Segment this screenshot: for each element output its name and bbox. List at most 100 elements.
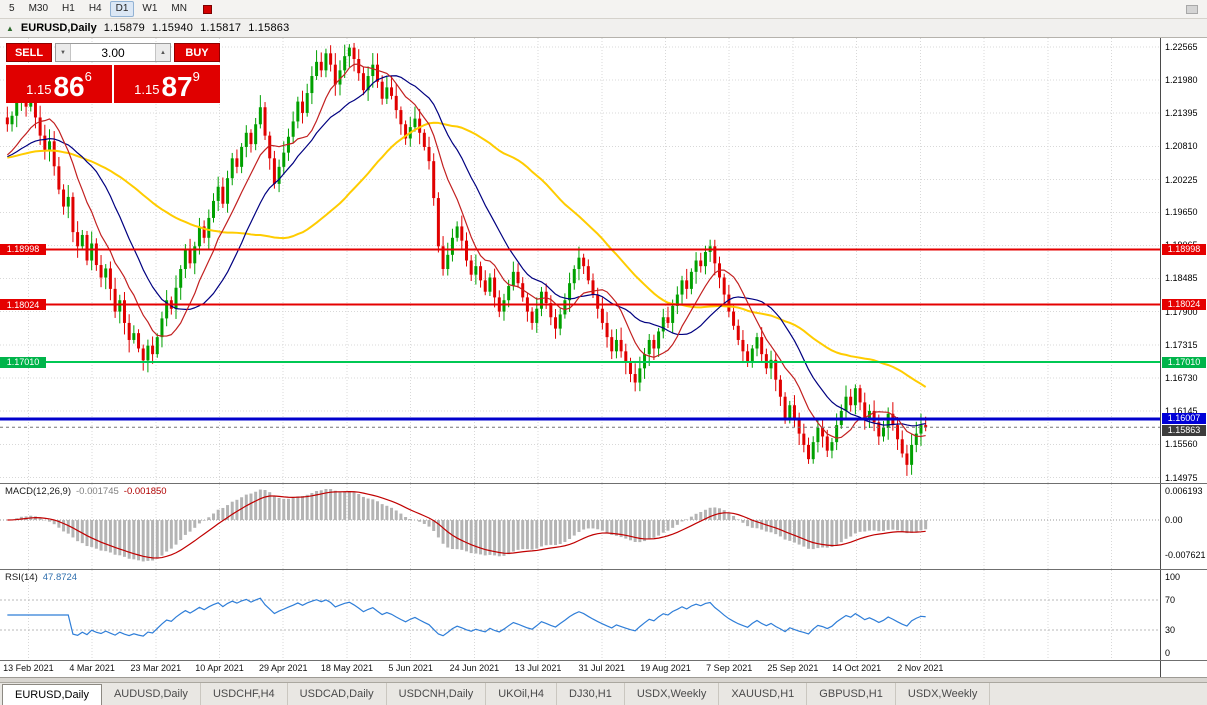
date-label: 25 Sep 2021 — [767, 663, 819, 673]
date-label: 24 Jun 2021 — [449, 663, 500, 673]
date-label: 2 Nov 2021 — [897, 663, 944, 673]
price-badge: 1.16007 — [1162, 412, 1206, 424]
price-tick: 1.20225 — [1165, 174, 1198, 185]
date-label: 19 Aug 2021 — [640, 663, 691, 673]
price-tick: 1.16730 — [1165, 372, 1198, 383]
ask-price-main: 87 — [161, 71, 193, 103]
macd-chart-area[interactable]: MACD(12,26,9) -0.001745 -0.001850 — [0, 484, 1160, 569]
volume-increase-icon[interactable]: ▲ — [155, 44, 170, 61]
rsi-tick: 30 — [1165, 625, 1176, 636]
price-tick: 1.16145 — [1165, 406, 1198, 417]
panel-splitter[interactable] — [0, 483, 1207, 484]
price-badge: 1.18998 — [1162, 243, 1206, 255]
macd-tick: -0.007621 — [1165, 550, 1206, 561]
hline-left-badge: 1.17010 — [0, 356, 46, 368]
chart-tab-audusd-daily[interactable]: AUDUSD,Daily — [102, 683, 201, 705]
timeframe-button-mn[interactable]: MN — [171, 3, 187, 14]
date-axis-row: 13 Feb 2021 4 Mar 2021 23 Mar 2021 10 Apr 2… — [0, 661, 1207, 677]
chart-tab-gbpusd-h1[interactable]: GBPUSD,H1 — [807, 683, 896, 705]
main-chart-panel: SELL ▼ 3.00 ▲ BUY 1.15 86 6 — [0, 38, 1207, 483]
bid-price-main: 86 — [53, 71, 85, 103]
red-square-icon[interactable] — [202, 4, 212, 14]
ohlc-close: 1.15863 — [248, 22, 290, 34]
rsi-axis: 100 70 30 0 — [1160, 570, 1207, 660]
chart-tab-usdchf-h4[interactable]: USDCHF,H4 — [201, 683, 288, 705]
price-axis[interactable]: 1.22565 1.21980 1.21395 1.20810 1.20225 1.196… — [1160, 38, 1207, 483]
timeframe-buttons: 5 M30 H1 H4 D1 W1 MN — [3, 1, 193, 17]
rsi-chart-area[interactable]: RSI(14) 47.8724 — [0, 570, 1160, 660]
price-tick: 1.22565 — [1165, 41, 1198, 52]
price-tick: 1.19650 — [1165, 207, 1198, 218]
timeframe-button-m30[interactable]: M30 — [28, 3, 49, 14]
ask-price-tile[interactable]: 1.15 87 9 — [114, 65, 220, 103]
price-badge: 1.17010 — [1162, 356, 1206, 368]
date-axis[interactable]: 13 Feb 2021 4 Mar 2021 23 Mar 2021 10 Apr 2… — [0, 661, 1160, 677]
window-control-icon[interactable] — [1186, 4, 1198, 14]
rsi-name: RSI(14) — [5, 572, 38, 583]
macd-signal-value: -0.001850 — [123, 486, 167, 497]
timeframe-button-d1[interactable]: D1 — [109, 1, 135, 17]
sell-button[interactable]: SELL — [6, 43, 52, 62]
rsi-panel: RSI(14) 47.8724 100 70 30 0 — [0, 570, 1207, 660]
rsi-value: 47.8724 — [42, 572, 78, 583]
bid-price-pip: 6 — [84, 69, 92, 84]
date-axis-corner — [1160, 661, 1207, 677]
price-tick: 1.20810 — [1165, 141, 1198, 152]
macd-panel: MACD(12,26,9) -0.001745 -0.001850 0.006193… — [0, 484, 1207, 569]
chart-symbol-title: EURUSD,Daily — [20, 22, 97, 34]
chart-tab-eurusd-daily[interactable]: EURUSD,Daily — [2, 684, 102, 705]
chart-tab-usdcad-daily[interactable]: USDCAD,Daily — [288, 683, 387, 705]
volume-value[interactable]: 3.00 — [101, 45, 125, 60]
date-label: 5 Jun 2021 — [388, 663, 433, 673]
date-label: 29 Apr 2021 — [258, 663, 308, 673]
bid-price-tile[interactable]: 1.15 86 6 — [6, 65, 112, 103]
rsi-chart — [0, 570, 1160, 660]
date-label: 31 Jul 2021 — [578, 663, 626, 673]
status-strip — [0, 677, 1207, 682]
panel-splitter[interactable] — [0, 569, 1207, 570]
chart-tab-usdx-weekly[interactable]: USDX,Weekly — [896, 683, 991, 705]
panel-splitter[interactable] — [0, 660, 1207, 661]
chart-panels: SELL ▼ 3.00 ▲ BUY 1.15 86 6 — [0, 38, 1207, 677]
chart-tab-dj30-h1[interactable]: DJ30,H1 — [557, 683, 625, 705]
macd-axis: 0.006193 0.00 -0.007621 — [1160, 484, 1207, 569]
bid-price-prefix: 1.15 — [26, 82, 52, 97]
chart-tab-ukoil-h4[interactable]: UKOil,H4 — [486, 683, 558, 705]
date-label: 7 Sep 2021 — [706, 663, 753, 673]
macd-label: MACD(12,26,9) -0.001745 -0.001850 — [5, 486, 167, 497]
date-label: 13 Jul 2021 — [514, 663, 562, 673]
chart-tab-usdx-weekly[interactable]: USDX,Weekly — [625, 683, 720, 705]
price-tick: 1.17315 — [1165, 339, 1198, 350]
ohlc-low: 1.15817 — [200, 22, 242, 34]
chart-tab-xauusd-h1[interactable]: XAUUSD,H1 — [719, 683, 808, 705]
ask-price-pip: 9 — [192, 69, 200, 84]
rsi-tick: 0 — [1165, 648, 1171, 658]
chart-tab-usdcnh-daily[interactable]: USDCNH,Daily — [387, 683, 487, 705]
date-label: 10 Apr 2021 — [195, 663, 244, 673]
volume-decrease-icon[interactable]: ▼ — [56, 44, 71, 61]
price-chart-area[interactable]: SELL ▼ 3.00 ▲ BUY 1.15 86 6 — [0, 38, 1160, 483]
timeframe-button-w1[interactable]: W1 — [142, 3, 158, 14]
price-chart[interactable] — [0, 38, 1160, 483]
ohlc-open: 1.15879 — [103, 22, 145, 34]
rsi-tick: 70 — [1165, 594, 1176, 605]
price-tick: 1.15560 — [1165, 439, 1198, 450]
rsi-tick: 100 — [1165, 572, 1181, 582]
price-tick: 1.18485 — [1165, 273, 1198, 284]
date-label: 13 Feb 2021 — [3, 663, 54, 673]
macd-tick: 0.006193 — [1165, 486, 1203, 497]
macd-main-value: -0.001745 — [76, 486, 119, 497]
timeframe-button-h4[interactable]: H4 — [88, 3, 102, 14]
price-tick: 1.21980 — [1165, 75, 1198, 85]
price-badge: 1.15863 — [1162, 424, 1206, 436]
chart-title-bar: ▲ EURUSD,Daily 1.15879 1.15940 1.15817 1… — [0, 19, 1207, 38]
timeframe-button-h1[interactable]: H1 — [62, 3, 75, 14]
ask-price-prefix: 1.15 — [134, 82, 160, 97]
buy-button[interactable]: BUY — [174, 43, 220, 62]
date-label: 14 Oct 2021 — [832, 663, 882, 673]
price-tick: 1.21395 — [1165, 108, 1198, 119]
timeframe-button-5[interactable]: 5 — [9, 3, 15, 14]
date-label: 18 May 2021 — [320, 663, 373, 673]
macd-tick: 0.00 — [1165, 515, 1183, 526]
price-badge: 1.18024 — [1162, 299, 1206, 311]
